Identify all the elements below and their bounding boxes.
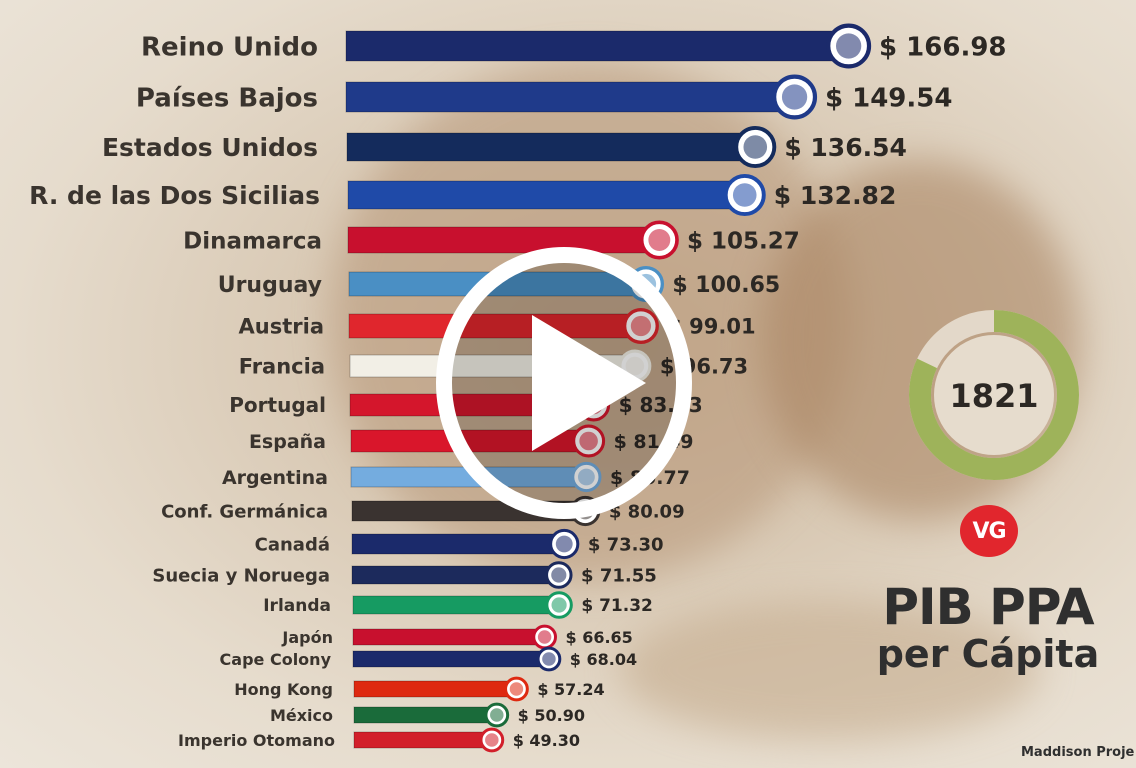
- bar-label: Estados Unidos: [102, 133, 318, 162]
- bar: [352, 595, 560, 615]
- chart-title-line1: PIB PPA: [882, 578, 1094, 636]
- flag-emblem-icon: [555, 535, 573, 553]
- flag-emblem-icon: [579, 431, 598, 451]
- bar-label: Japón: [281, 628, 333, 647]
- bar-label: Irlanda: [263, 596, 331, 616]
- bar: [351, 533, 565, 555]
- bar-label: Imperio Otomano: [178, 731, 335, 750]
- flag-emblem-icon: [551, 597, 567, 613]
- chart-title-line2: per Cápita: [876, 632, 1100, 676]
- bar-value-label: $ 71.32: [581, 596, 653, 616]
- year-progress-ring: 1821: [909, 310, 1079, 480]
- flag-emblem-icon: [835, 33, 862, 59]
- bar-label: Uruguay: [218, 273, 322, 298]
- bar-label: Suecia y Noruega: [152, 565, 330, 586]
- flag-emblem-icon: [743, 135, 768, 159]
- bar-label: Dinamarca: [183, 228, 322, 254]
- bar-label: Portugal: [229, 393, 326, 417]
- bar-label: Países Bajos: [136, 83, 318, 113]
- background-coins: [620, 600, 1040, 740]
- bar: [345, 81, 796, 113]
- bar-value-label: $ 50.90: [518, 706, 585, 725]
- bar-value-label: $ 71.55: [581, 565, 657, 586]
- source-credit: Maddison Proje: [1021, 745, 1135, 760]
- bar-value-label: $ 100.65: [672, 273, 780, 298]
- bar: [352, 628, 546, 646]
- bar-value-label: $ 166.98: [879, 32, 1006, 62]
- flag-emblem-icon: [630, 315, 652, 337]
- year-ring-progress: [909, 310, 1079, 480]
- bar-value-label: $ 66.65: [565, 628, 632, 647]
- bar: [353, 680, 517, 698]
- bar-value-label: $ 132.82: [774, 181, 897, 210]
- bar: [351, 565, 560, 585]
- bar-label: España: [249, 431, 326, 453]
- bar-label: Canadá: [255, 534, 330, 555]
- bar: [353, 706, 498, 724]
- bar-value-label: $ 149.54: [825, 83, 952, 113]
- vg-logo: VG: [960, 505, 1018, 557]
- year-label: 1821: [949, 377, 1038, 415]
- bar: [346, 132, 756, 162]
- flag-emblem-icon: [537, 630, 552, 644]
- bar-value-label: $ 49.30: [513, 731, 580, 750]
- bar: [347, 226, 660, 254]
- bar-label: Francia: [239, 355, 325, 379]
- bar-label: Austria: [239, 315, 324, 339]
- bar-label: R. de las Dos Sicilias: [29, 181, 320, 210]
- flag-emblem-icon: [577, 468, 595, 486]
- bar: [345, 30, 850, 62]
- bar: [352, 650, 550, 668]
- flag-emblem-icon: [509, 682, 524, 696]
- flag-emblem-icon: [648, 229, 671, 251]
- play-button[interactable]: [432, 245, 696, 521]
- bar-label: Hong Kong: [234, 680, 333, 699]
- bar-value-label: $ 57.24: [537, 680, 604, 699]
- bar-label: Reino Unido: [141, 32, 318, 62]
- flag-emblem-icon: [732, 183, 757, 207]
- bar: [348, 313, 642, 339]
- flag-emblem-icon: [781, 84, 808, 110]
- bar: [353, 731, 493, 749]
- bar-value-label: $ 80.09: [609, 501, 685, 522]
- bar-value-label: $ 73.30: [588, 534, 664, 555]
- bar-label: Cape Colony: [220, 650, 332, 669]
- bar-label: Conf. Germánica: [161, 501, 328, 522]
- bar-label: Argentina: [222, 467, 328, 489]
- flag-emblem-icon: [490, 708, 504, 722]
- play-icon: [532, 315, 646, 451]
- year-ring-center: [934, 335, 1054, 455]
- flag-emblem-icon: [485, 733, 499, 747]
- bar: [347, 180, 746, 210]
- bar-value-label: $ 68.04: [570, 650, 637, 669]
- flag-emblem-icon: [551, 567, 567, 583]
- bar-value-label: $ 105.27: [687, 228, 800, 254]
- flag-emblem-icon: [542, 652, 556, 666]
- bar-value-label: $ 136.54: [784, 133, 907, 162]
- bar-label: México: [270, 706, 333, 725]
- flag-emblem-icon: [625, 356, 645, 376]
